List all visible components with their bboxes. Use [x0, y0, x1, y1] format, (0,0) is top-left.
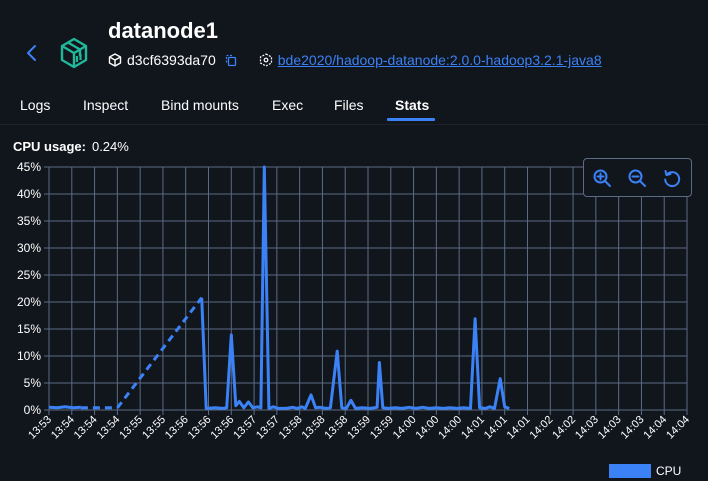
cpu-series-line	[200, 165, 510, 410]
x-tick-label: 14:00	[391, 414, 419, 442]
tab-stats[interactable]: Stats	[395, 97, 430, 113]
x-tick-label: 14:04	[664, 414, 692, 442]
x-tick-label: 14:02	[550, 414, 578, 442]
y-tick-label: 30%	[17, 241, 41, 255]
x-tick-label: 14:03	[596, 414, 624, 442]
cpu-series-gap-line	[116, 296, 203, 409]
legend-swatch	[609, 464, 651, 478]
tab-exec[interactable]: Exec	[272, 97, 304, 113]
x-tick-label: 14:01	[482, 414, 510, 442]
x-tick-label: 13:53	[26, 414, 54, 442]
x-tick-label: 14:00	[436, 414, 464, 442]
copy-icon[interactable]	[224, 53, 238, 67]
cpu-usage-label: CPU usage:	[13, 139, 86, 154]
chart-toolbar	[583, 158, 692, 197]
cpu-usage: CPU usage: 0.24%	[13, 139, 129, 154]
x-tick-label: 13:59	[345, 414, 373, 442]
y-tick-label: 0%	[24, 403, 42, 417]
x-tick-label: 14:00	[414, 414, 442, 442]
cpu-usage-value: 0.24%	[91, 139, 129, 154]
back-button[interactable]	[22, 41, 42, 65]
x-tick-label: 14:03	[619, 414, 647, 442]
y-tick-label: 40%	[17, 187, 41, 201]
cpu-series-line	[48, 405, 81, 410]
x-tick-label: 13:58	[277, 414, 305, 442]
y-tick-label: 5%	[24, 376, 42, 390]
x-tick-label: 13:55	[117, 414, 145, 442]
y-tick-label: 20%	[17, 295, 41, 309]
container-id: d3cf6393da70	[127, 52, 216, 68]
y-tick-label: 25%	[17, 268, 41, 282]
x-tick-label: 13:55	[140, 414, 168, 442]
page-title: datanode1	[108, 18, 219, 43]
x-tick-label: 14:03	[573, 414, 601, 442]
y-tick-label: 10%	[17, 349, 41, 363]
zoom-in-icon[interactable]	[592, 168, 612, 188]
cpu-chart[interactable]: 0%5%10%15%20%25%30%35%40%45%13:5313:5413…	[0, 150, 708, 481]
tab-files[interactable]: Files	[334, 97, 364, 113]
x-tick-label: 13:54	[72, 414, 100, 442]
chart-legend: CPU	[609, 464, 681, 478]
reset-icon[interactable]	[662, 168, 682, 188]
container-meta: d3cf6393da70 bde2020/hadoop-datanode:2.0…	[108, 50, 602, 70]
x-tick-label: 14:04	[641, 414, 669, 442]
x-tick-label: 13:56	[208, 414, 236, 442]
x-tick-label: 13:58	[300, 414, 328, 442]
tab-logs[interactable]: Logs	[20, 97, 51, 113]
x-tick-label: 13:54	[49, 414, 77, 442]
x-tick-label: 13:54	[95, 414, 123, 442]
image-link[interactable]: bde2020/hadoop-datanode:2.0.0-hadoop3.2.…	[277, 52, 602, 68]
tab-bar: Logs Inspect Bind mounts Exec Files Stat…	[0, 88, 708, 125]
legend-label: CPU	[656, 464, 682, 478]
tab-inspect[interactable]: Inspect	[83, 97, 129, 113]
x-tick-label: 14:01	[505, 414, 533, 442]
x-tick-label: 14:02	[527, 414, 555, 442]
image-icon	[259, 53, 272, 67]
tab-bind-mounts[interactable]: Bind mounts	[161, 97, 239, 113]
cube-icon	[108, 53, 122, 67]
x-tick-label: 14:01	[459, 414, 487, 442]
x-tick-label: 13:59	[368, 414, 396, 442]
x-tick-label: 13:57	[231, 414, 259, 442]
x-tick-label: 13:58	[322, 414, 350, 442]
y-tick-label: 15%	[17, 322, 41, 336]
y-tick-label: 35%	[17, 214, 41, 228]
container-icon	[60, 37, 88, 69]
x-tick-label: 13:57	[254, 414, 282, 442]
back-arrow-icon	[27, 45, 36, 61]
zoom-out-icon[interactable]	[627, 168, 647, 188]
x-tick-label: 13:56	[163, 414, 191, 442]
y-tick-label: 45%	[17, 160, 41, 174]
x-tick-label: 13:56	[186, 414, 214, 442]
active-tab-indicator	[387, 118, 435, 121]
